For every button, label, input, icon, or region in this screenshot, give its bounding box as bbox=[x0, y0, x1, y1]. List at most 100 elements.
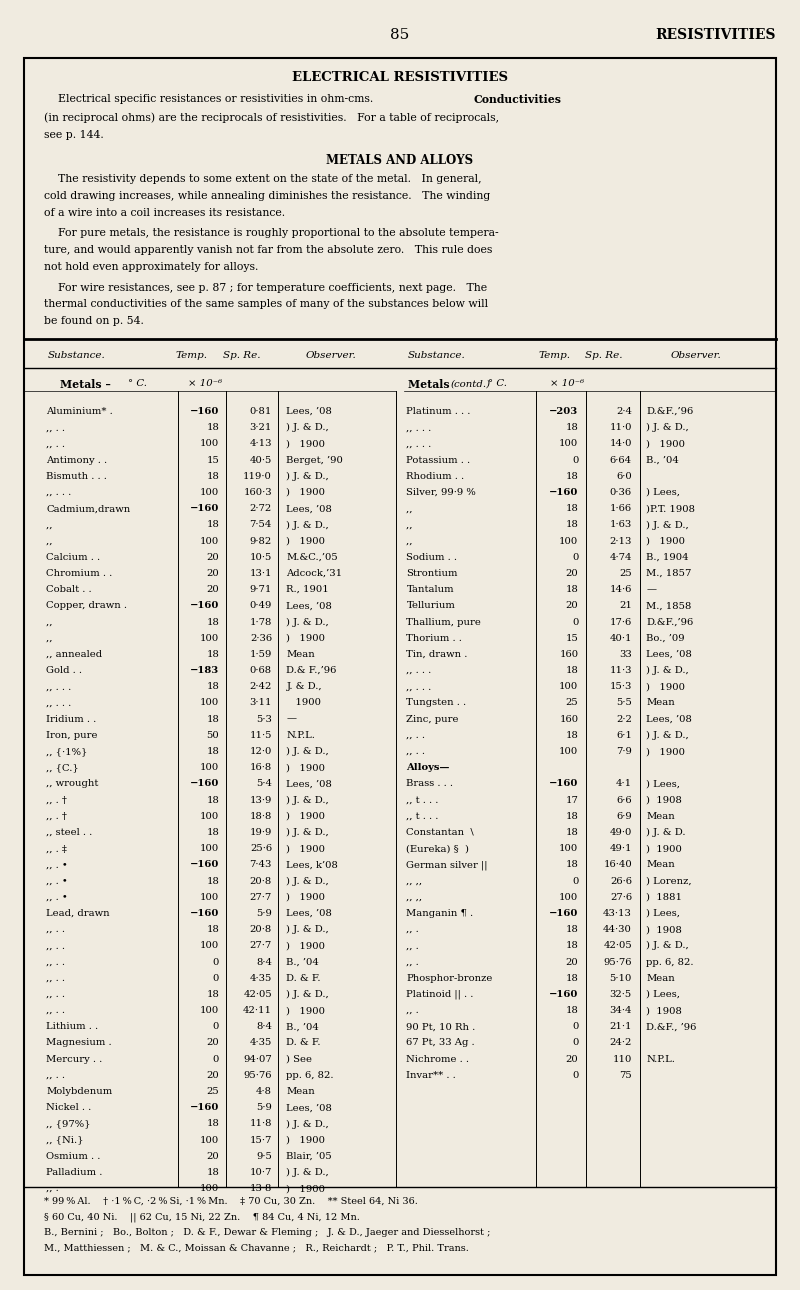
Text: 49·1: 49·1 bbox=[610, 844, 632, 853]
Text: Aluminium* .: Aluminium* . bbox=[46, 408, 113, 417]
Text: Chromium . .: Chromium . . bbox=[46, 569, 113, 578]
Text: ,, .: ,, . bbox=[406, 1006, 419, 1015]
Text: Iron, pure: Iron, pure bbox=[46, 731, 98, 740]
Text: Mean: Mean bbox=[646, 860, 675, 869]
Text: )   1900: ) 1900 bbox=[646, 682, 686, 691]
Text: 0: 0 bbox=[572, 1071, 578, 1080]
Text: 100: 100 bbox=[200, 440, 219, 449]
Text: ) J. & D.,: ) J. & D., bbox=[286, 828, 329, 837]
Text: 27·7: 27·7 bbox=[250, 893, 272, 902]
Text: 13·8: 13·8 bbox=[250, 1184, 272, 1193]
Text: 1·66: 1·66 bbox=[610, 504, 632, 513]
Text: ture, and would apparently vanish not far from the absolute zero.   This rule do: ture, and would apparently vanish not fa… bbox=[44, 245, 492, 255]
Text: ,, . .: ,, . . bbox=[406, 731, 426, 740]
Text: )  1908: ) 1908 bbox=[646, 1006, 682, 1015]
Text: ,, . .: ,, . . bbox=[46, 942, 66, 951]
Text: METALS AND ALLOYS: METALS AND ALLOYS bbox=[326, 154, 474, 166]
Text: ) J. & D.,: ) J. & D., bbox=[286, 796, 329, 805]
Text: 18: 18 bbox=[206, 876, 219, 885]
Text: ) J. & D.,: ) J. & D., bbox=[286, 618, 329, 627]
Text: )  1881: ) 1881 bbox=[646, 893, 682, 902]
Text: ) J. & D.,: ) J. & D., bbox=[646, 423, 689, 432]
Text: Antimony . .: Antimony . . bbox=[46, 455, 107, 464]
Text: 100: 100 bbox=[200, 698, 219, 707]
Text: German silver ||: German silver || bbox=[406, 860, 488, 869]
Text: 9·82: 9·82 bbox=[250, 537, 272, 546]
Text: ) J. & D.,: ) J. & D., bbox=[286, 925, 329, 934]
Text: 18: 18 bbox=[566, 731, 578, 740]
Text: Mean: Mean bbox=[646, 811, 675, 820]
Text: 20: 20 bbox=[206, 1071, 219, 1080]
Text: ,, . †: ,, . † bbox=[46, 796, 67, 805]
Text: 25: 25 bbox=[206, 1087, 219, 1096]
Text: ) J. & D.,: ) J. & D., bbox=[286, 423, 329, 432]
Text: Lithium . .: Lithium . . bbox=[46, 1022, 98, 1031]
Text: Brass . . .: Brass . . . bbox=[406, 779, 454, 788]
Text: Invar** . .: Invar** . . bbox=[406, 1071, 456, 1080]
Text: Metals: Metals bbox=[408, 379, 454, 391]
Text: )   1900: ) 1900 bbox=[286, 633, 326, 642]
Text: 18: 18 bbox=[206, 682, 219, 691]
Text: 15: 15 bbox=[566, 633, 578, 642]
Text: Lees, ’08: Lees, ’08 bbox=[286, 909, 332, 918]
Text: 5·4: 5·4 bbox=[256, 779, 272, 788]
Text: 100: 100 bbox=[200, 537, 219, 546]
Text: 20: 20 bbox=[566, 1055, 578, 1064]
Text: 24·2: 24·2 bbox=[610, 1038, 632, 1047]
Text: 18: 18 bbox=[206, 747, 219, 756]
Text: Potassium . .: Potassium . . bbox=[406, 455, 470, 464]
Text: § 60 Cu, 40 Ni.    || 62 Cu, 15 Ni, 22 Zn.    ¶ 84 Cu, 4 Ni, 12 Mn.: § 60 Cu, 40 Ni. || 62 Cu, 15 Ni, 22 Zn. … bbox=[44, 1213, 360, 1222]
Text: −160: −160 bbox=[190, 909, 219, 918]
Text: 100: 100 bbox=[200, 1006, 219, 1015]
Text: Nickel . .: Nickel . . bbox=[46, 1103, 92, 1112]
Text: 8·4: 8·4 bbox=[256, 957, 272, 966]
Text: Silver, 99·9 %: Silver, 99·9 % bbox=[406, 488, 476, 497]
Text: ,, {Ni.}: ,, {Ni.} bbox=[46, 1135, 84, 1144]
Text: J. & D.,: J. & D., bbox=[286, 682, 322, 691]
Text: 8·4: 8·4 bbox=[256, 1022, 272, 1031]
Text: 2·2: 2·2 bbox=[616, 715, 632, 724]
Text: 11·3: 11·3 bbox=[610, 666, 632, 675]
Text: ELECTRICAL RESISTIVITIES: ELECTRICAL RESISTIVITIES bbox=[292, 71, 508, 84]
Text: 100: 100 bbox=[200, 1184, 219, 1193]
Text: 5·3: 5·3 bbox=[256, 715, 272, 724]
Text: 20: 20 bbox=[206, 586, 219, 595]
Text: 9·5: 9·5 bbox=[256, 1152, 272, 1161]
Text: N.P.L.: N.P.L. bbox=[286, 731, 315, 740]
Text: 100: 100 bbox=[559, 682, 578, 691]
Text: ,, .: ,, . bbox=[406, 957, 419, 966]
Text: 6·9: 6·9 bbox=[616, 811, 632, 820]
Text: ) J. & D.,: ) J. & D., bbox=[286, 989, 329, 998]
Text: ,, . . .: ,, . . . bbox=[406, 666, 432, 675]
Text: D.&F., ’96: D.&F., ’96 bbox=[646, 1022, 697, 1031]
Text: 15: 15 bbox=[206, 455, 219, 464]
Text: Substance.: Substance. bbox=[408, 351, 466, 360]
Text: 1·59: 1·59 bbox=[250, 650, 272, 659]
Text: 20·8: 20·8 bbox=[250, 876, 272, 885]
Text: 40·5: 40·5 bbox=[250, 455, 272, 464]
Text: 100: 100 bbox=[559, 440, 578, 449]
Text: 18: 18 bbox=[206, 796, 219, 805]
Text: 44·30: 44·30 bbox=[603, 925, 632, 934]
Text: )   1900: ) 1900 bbox=[286, 764, 326, 773]
Text: Copper, drawn .: Copper, drawn . bbox=[46, 601, 127, 610]
Text: 19·9: 19·9 bbox=[250, 828, 272, 837]
Text: Calcium . .: Calcium . . bbox=[46, 552, 101, 561]
Text: )   1900: ) 1900 bbox=[286, 537, 326, 546]
Text: B., ’04: B., ’04 bbox=[646, 455, 679, 464]
Text: R., 1901: R., 1901 bbox=[286, 586, 329, 595]
Text: D.& F.,’96: D.& F.,’96 bbox=[286, 666, 337, 675]
Text: 0·68: 0·68 bbox=[250, 666, 272, 675]
Text: )  1908: ) 1908 bbox=[646, 925, 682, 934]
Text: 42·05: 42·05 bbox=[243, 989, 272, 998]
Text: 13·9: 13·9 bbox=[250, 796, 272, 805]
Text: ,, . .: ,, . . bbox=[46, 440, 66, 449]
Text: 16·8: 16·8 bbox=[250, 764, 272, 773]
Text: 18: 18 bbox=[566, 423, 578, 432]
Text: 40·1: 40·1 bbox=[610, 633, 632, 642]
Text: 6·6: 6·6 bbox=[616, 796, 632, 805]
Text: ,, {·1%}: ,, {·1%} bbox=[46, 747, 88, 756]
Text: D. & F.: D. & F. bbox=[286, 1038, 321, 1047]
Text: 0·81: 0·81 bbox=[250, 408, 272, 417]
Text: 0: 0 bbox=[213, 957, 219, 966]
